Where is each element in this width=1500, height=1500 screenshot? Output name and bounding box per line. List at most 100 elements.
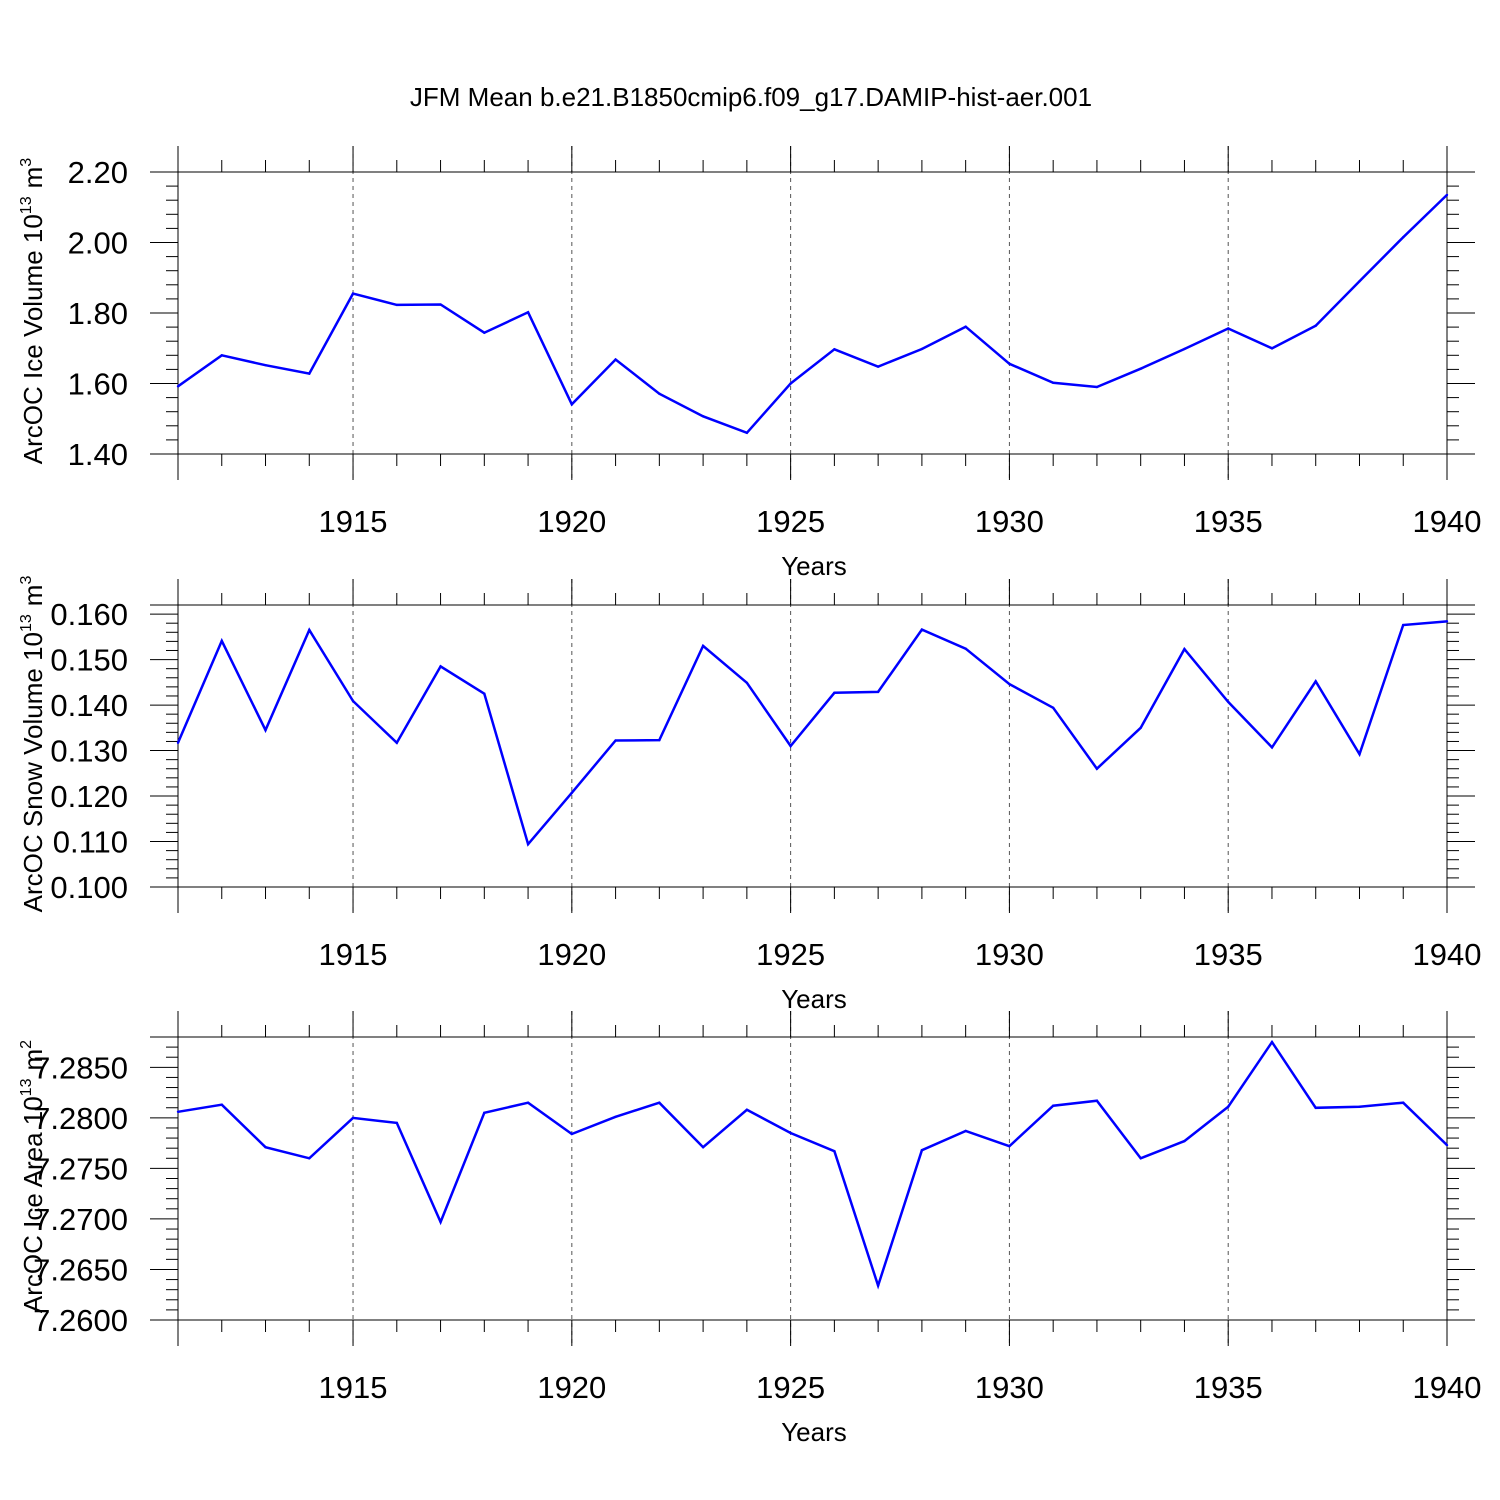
data-point — [1051, 381, 1055, 384]
data-point — [745, 681, 749, 684]
data-point — [1008, 1144, 1011, 1148]
x-tick-label: 1930 — [975, 937, 1044, 972]
data-point — [526, 311, 530, 314]
data-point — [526, 843, 530, 846]
data-point — [1358, 1105, 1361, 1108]
y-axis-title: ArcOC Ice Volume 1013 m3 — [18, 158, 48, 464]
data-point — [1139, 726, 1142, 730]
y-axis-title-unit: m — [18, 585, 48, 607]
data-point — [789, 744, 792, 748]
y-tick-label: 7.2750 — [33, 1151, 128, 1186]
data-point — [1227, 327, 1230, 330]
data-point — [1402, 236, 1405, 239]
data-point — [964, 325, 967, 328]
y-tick-label: 1.60 — [68, 367, 128, 402]
y-tick-label: 0.120 — [50, 779, 128, 814]
data-point — [1051, 706, 1055, 709]
data-point — [1139, 1157, 1142, 1160]
x-axis-title: Years — [781, 1417, 847, 1447]
data-point — [658, 738, 661, 742]
y-tick-label: 0.130 — [50, 734, 128, 769]
data-point — [1095, 1099, 1099, 1102]
data-point — [1051, 1104, 1055, 1107]
data-point — [745, 1108, 749, 1111]
data-point — [351, 1116, 355, 1120]
y-axis-title: ArcOC Ice Area 1013 m2 — [18, 1040, 48, 1313]
data-point — [570, 791, 574, 795]
data-point — [1008, 362, 1011, 365]
y-axis-title-exponent: 13 — [18, 614, 35, 632]
series-line — [177, 1039, 1448, 1290]
y-tick-label: 2.20 — [68, 155, 128, 190]
y-tick-label: 7.2650 — [33, 1252, 128, 1287]
x-tick-label: 1915 — [319, 937, 388, 972]
data-point — [308, 628, 311, 632]
data-point — [614, 358, 617, 361]
panel-3: 7.2600 7.2650 7.2700 7.2750 7.2800 7.2850 1915… — [18, 1011, 1481, 1447]
data-point — [920, 347, 924, 351]
data-point — [1183, 1139, 1186, 1143]
y-axis-title: ArcOC Snow Volume 1013 m3 — [18, 576, 48, 913]
x-tick-label: 1930 — [975, 504, 1044, 539]
data-point — [1314, 680, 1317, 683]
x-tick-label: 1925 — [756, 504, 825, 539]
y-tick-label: 0.140 — [50, 688, 128, 723]
x-tick-label: 1940 — [1413, 1370, 1482, 1405]
data-point — [920, 1149, 924, 1152]
data-point — [745, 431, 749, 435]
y-axis-title-main: ArcOC Ice Volume 10 — [18, 214, 48, 464]
data-point — [176, 1110, 180, 1113]
data-point — [1095, 385, 1099, 389]
data-point — [483, 1111, 486, 1115]
data-point — [614, 1115, 617, 1119]
series-line — [177, 194, 1448, 435]
data-point — [1270, 746, 1274, 749]
data-point — [1402, 1101, 1405, 1104]
x-tick-label: 1940 — [1413, 937, 1482, 972]
data-point — [701, 1145, 705, 1149]
x-tick-label: 1920 — [537, 937, 606, 972]
data-point — [789, 382, 792, 385]
y-tick-label: 7.2700 — [33, 1202, 128, 1237]
data-point — [701, 644, 705, 648]
x-tick-label: 1915 — [319, 1370, 388, 1405]
data-point — [789, 1131, 792, 1135]
data-point — [220, 639, 223, 643]
y-tick-label: 7.2600 — [33, 1303, 128, 1338]
data-point — [570, 1132, 574, 1136]
data-point — [876, 365, 880, 368]
data-point — [220, 1103, 223, 1106]
data-point — [1445, 620, 1449, 623]
data-point — [264, 1145, 267, 1149]
data-point — [483, 331, 486, 334]
y-tick-label: 0.160 — [50, 597, 128, 632]
x-tick-label: 1930 — [975, 1370, 1044, 1405]
data-point — [1314, 1106, 1317, 1109]
y-axis-title-unit-exponent: 2 — [18, 1040, 35, 1049]
x-tick-label: 1925 — [756, 937, 825, 972]
data-point — [920, 628, 924, 631]
y-axis-title-unit: m — [18, 1049, 48, 1071]
x-tick-label: 1920 — [537, 504, 606, 539]
x-tick-label: 1920 — [537, 1370, 606, 1405]
y-tick-label: 0.100 — [50, 870, 128, 905]
figure-title: JFM Mean b.e21.B1850cmip6.f09_g17.DAMIP-… — [410, 82, 1092, 112]
data-point — [439, 665, 442, 668]
x-tick-label: 1935 — [1194, 504, 1263, 539]
x-tick-label: 1915 — [319, 504, 388, 539]
x-tick-label: 1940 — [1413, 504, 1482, 539]
data-point — [1227, 1105, 1230, 1108]
series-line — [176, 620, 1448, 847]
data-point — [395, 303, 398, 307]
data-point — [570, 403, 574, 406]
x-tick-label: 1935 — [1194, 937, 1263, 972]
data-point — [395, 1121, 398, 1125]
data-point — [1270, 1040, 1274, 1044]
data-point — [614, 739, 617, 742]
data-point — [658, 392, 661, 395]
data-point — [1183, 647, 1186, 651]
data-point — [176, 741, 180, 745]
data-point — [833, 348, 836, 351]
